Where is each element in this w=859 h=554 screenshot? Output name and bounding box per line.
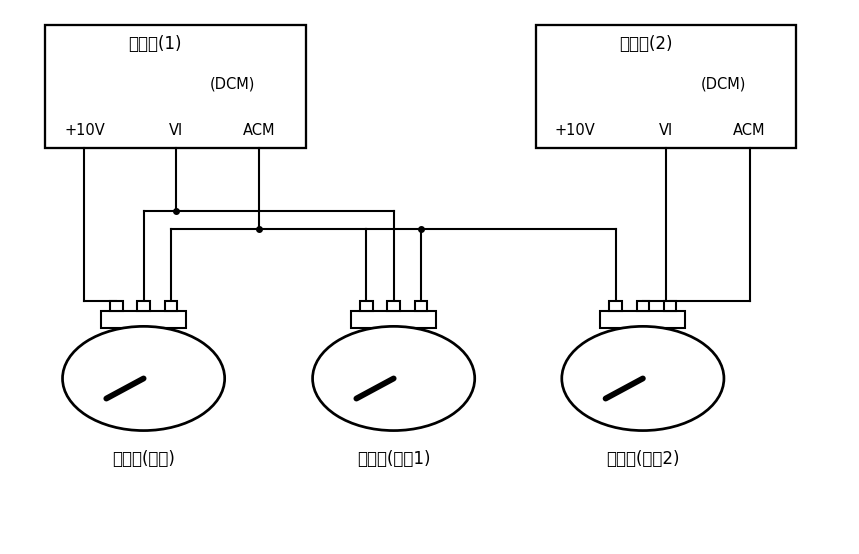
Text: (DCM): (DCM): [210, 76, 256, 91]
Circle shape: [313, 326, 475, 430]
Text: 电位器(总调): 电位器(总调): [113, 450, 175, 468]
Bar: [351, 311, 436, 328]
Text: ACM: ACM: [242, 123, 275, 138]
Bar: [637, 301, 649, 311]
Text: VI: VI: [168, 123, 183, 138]
Bar: [415, 301, 427, 311]
Bar: [46, 25, 306, 148]
Bar: [609, 301, 622, 311]
Bar: [110, 301, 123, 311]
Text: 变频器(2): 变频器(2): [618, 34, 673, 53]
Text: 电位器(微调1): 电位器(微调1): [356, 450, 430, 468]
Bar: [600, 311, 685, 328]
Bar: [360, 301, 373, 311]
Bar: [664, 301, 676, 311]
Text: 变频器(1): 变频器(1): [128, 34, 181, 53]
Bar: [387, 301, 399, 311]
Circle shape: [63, 326, 225, 430]
Bar: [137, 301, 149, 311]
Bar: [536, 25, 796, 148]
Bar: [101, 311, 186, 328]
Text: +10V: +10V: [555, 123, 595, 138]
Text: 电位器(微调2): 电位器(微调2): [606, 450, 679, 468]
Text: (DCM): (DCM): [701, 76, 746, 91]
Text: ACM: ACM: [734, 123, 766, 138]
Text: +10V: +10V: [64, 123, 105, 138]
Bar: [165, 301, 177, 311]
Circle shape: [562, 326, 724, 430]
Text: VI: VI: [659, 123, 673, 138]
